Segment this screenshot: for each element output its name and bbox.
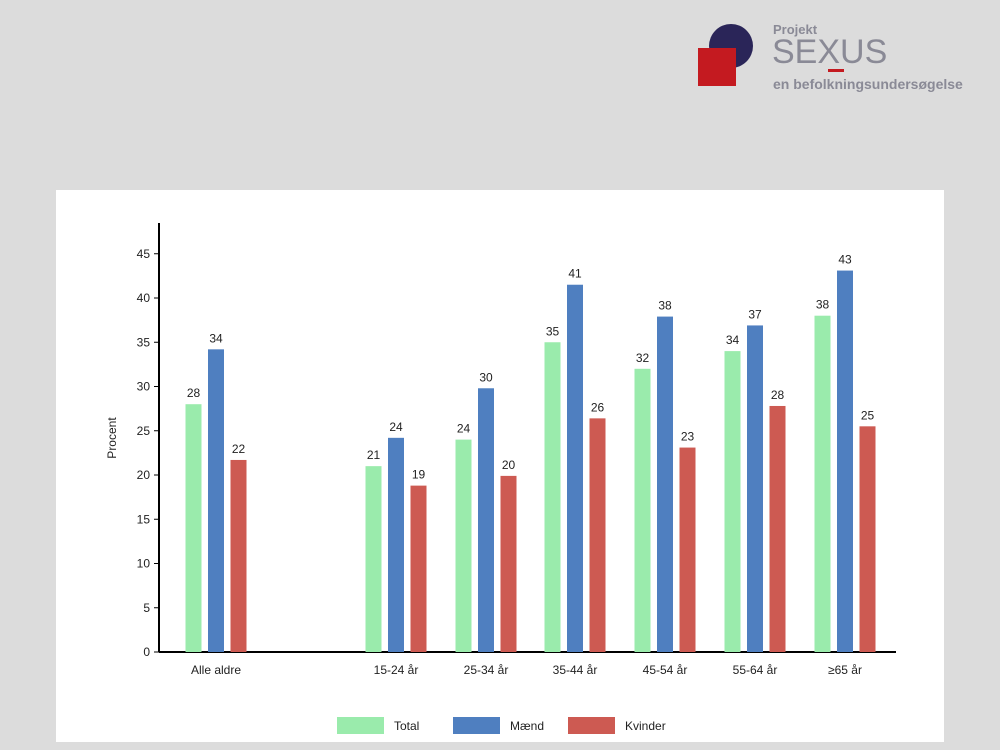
y-tick-label: 15 — [137, 512, 151, 526]
bar-value-label: 21 — [367, 448, 381, 462]
bar-value-label: 34 — [726, 333, 740, 347]
logo-underline-mark — [828, 69, 844, 72]
bar-kvinder — [500, 475, 517, 652]
y-tick-label: 25 — [137, 424, 151, 438]
bar-total — [544, 342, 561, 652]
y-tick-label: 5 — [143, 601, 150, 615]
chart-panel: 0 5 10 15 20 25 30 35 40 45 Procent 28 34 22 Alle aldr… — [56, 190, 944, 742]
bar-value-label: 23 — [681, 430, 695, 444]
bar-value-label: 28 — [187, 386, 201, 400]
bar-value-label: 19 — [412, 468, 426, 482]
bar-value-label: 32 — [636, 351, 650, 365]
y-tick-label: 45 — [137, 247, 151, 261]
bar-mænd — [208, 349, 224, 652]
bar-mænd — [747, 325, 763, 652]
x-category-label: 35-44 år — [553, 663, 598, 677]
x-category-label: 45-54 år — [643, 663, 688, 677]
bar-kvinder — [679, 447, 696, 652]
y-tick-label: 10 — [137, 557, 151, 571]
x-category-label: Alle aldre — [191, 663, 241, 677]
bar-kvinder — [410, 485, 427, 652]
logo-square-shape — [698, 48, 736, 86]
bar-kvinder — [859, 426, 876, 652]
legend-label: Kvinder — [625, 719, 666, 733]
legend-swatch-total — [337, 717, 384, 734]
bar-value-label: 37 — [748, 307, 762, 321]
bar-value-label: 22 — [232, 442, 246, 456]
bar-kvinder — [230, 459, 247, 652]
y-tick-label: 30 — [137, 380, 151, 394]
bar-mænd — [388, 437, 404, 652]
y-tick-label: 0 — [143, 645, 150, 659]
x-category-label: 55-64 år — [733, 663, 778, 677]
bar-value-label: 38 — [658, 299, 672, 313]
bar-value-label: 43 — [838, 253, 852, 267]
bar-total — [814, 315, 831, 652]
bar-value-label: 20 — [502, 458, 516, 472]
y-axis-title: Procent — [105, 417, 119, 459]
bar-value-label: 24 — [389, 420, 403, 434]
logo-sexus-text: SEXUS — [772, 33, 888, 71]
legend-label: Mænd — [510, 719, 544, 733]
bar-chart: 0 5 10 15 20 25 30 35 40 45 Procent 28 34 22 Alle aldr… — [105, 223, 896, 734]
bar-total — [365, 466, 382, 652]
bar-total — [724, 351, 741, 652]
x-category-label: 15-24 år — [374, 663, 419, 677]
bar-value-label: 26 — [591, 400, 605, 414]
bar-mænd — [837, 270, 853, 652]
bar-value-label: 34 — [209, 331, 223, 345]
legend-swatch-kvinder — [568, 717, 615, 734]
x-category-label: ≥65 år — [828, 663, 862, 677]
bar-total — [634, 368, 651, 652]
y-tick-label: 35 — [137, 335, 151, 349]
bar-value-label: 28 — [771, 388, 785, 402]
bar-mænd — [478, 388, 494, 652]
bar-kvinder — [769, 405, 786, 652]
bar-value-label: 24 — [457, 422, 471, 436]
bar-value-label: 38 — [816, 298, 830, 312]
bar-value-label: 35 — [546, 324, 560, 338]
bar-total — [455, 439, 472, 652]
y-tick-label: 40 — [137, 291, 151, 305]
bar-mænd — [657, 316, 673, 652]
bar-value-label: 25 — [861, 408, 875, 422]
bar-total — [185, 404, 202, 652]
projekt-sexus-logo: Projekt SEXUS en befolkningsundersøgelse — [690, 18, 990, 98]
logo-projekt-text: Projekt — [773, 22, 818, 37]
bar-mænd — [567, 284, 583, 652]
y-tick-label: 20 — [137, 468, 151, 482]
logo-subtitle-text: en befolkningsundersøgelse — [773, 76, 963, 92]
bar-value-label: 30 — [479, 370, 493, 384]
legend-label: Total — [394, 719, 419, 733]
x-category-label: 25-34 år — [464, 663, 509, 677]
legend-swatch-mænd — [453, 717, 500, 734]
bar-value-label: 41 — [568, 267, 582, 281]
bar-kvinder — [589, 418, 606, 652]
